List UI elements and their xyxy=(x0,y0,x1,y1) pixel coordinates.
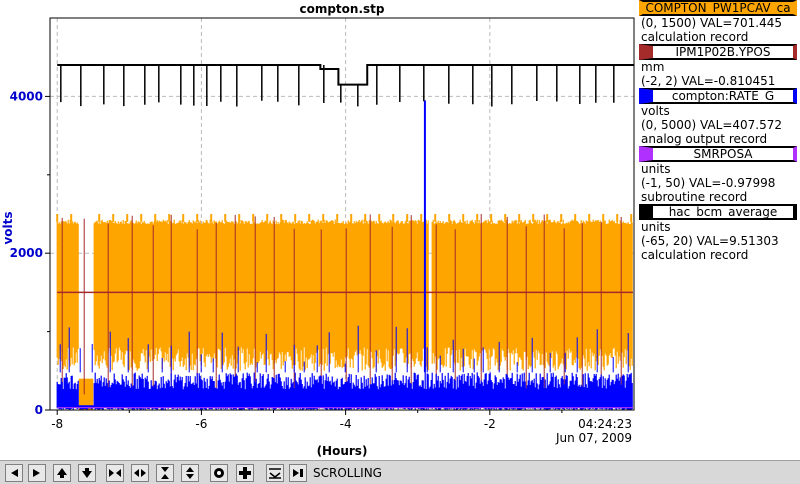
series-spikes xyxy=(59,325,629,373)
y-tick-label: 4000 xyxy=(10,89,43,103)
plot-frame xyxy=(49,17,635,411)
series-layer xyxy=(56,64,634,410)
legend-series-name: IPM1P02B.YPOS xyxy=(639,44,797,60)
series-dropouts xyxy=(60,65,615,107)
record-button[interactable] xyxy=(210,464,228,482)
x-tick-label: -6 xyxy=(195,417,207,431)
legend-series-name: hac_bcm_average xyxy=(639,204,797,220)
arrow-left-button[interactable] xyxy=(5,464,23,482)
autoscale-icon xyxy=(269,468,281,479)
x-tick-label: -8 xyxy=(51,417,63,431)
legend-info-line: (-2, 2) VAL=-0.810451 xyxy=(641,74,776,88)
zoom-out-vertical-button[interactable] xyxy=(181,464,199,482)
series-line xyxy=(57,64,634,86)
legend-item[interactable]: SMRPOSA units (-1, 50) VAL=-0.97998 subrout… xyxy=(638,146,800,204)
autoscale-button[interactable] xyxy=(266,464,284,482)
arrow-up-button[interactable] xyxy=(53,464,71,482)
zoom-out-horizontal-icon xyxy=(134,469,146,477)
legend-series-name: COMPTON_PW1PCAV_ca xyxy=(639,0,797,16)
x-axis-label: (Hours) xyxy=(317,444,368,458)
legend-info-line: units xyxy=(641,162,671,176)
legend-info-line: subroutine record xyxy=(641,190,748,204)
legend-item[interactable]: compton:RATE_G volts (0, 5000) VAL=407.572… xyxy=(638,88,800,146)
legend-info-line: (-65, 20) VAL=9.51303 xyxy=(641,234,779,248)
strip-chart[interactable]: compton.stp -8 -6 -4 -2 0 2000 4000 volts (Hou… xyxy=(0,0,636,460)
legend-item[interactable]: IPM1P02B.YPOS mm (-2, 2) VAL=-0.810451 xyxy=(638,44,800,88)
series-hac-bcm-average xyxy=(57,64,634,107)
zoom-in-vertical-icon xyxy=(161,467,169,479)
zoom-out-vertical-icon xyxy=(186,467,194,479)
legend-item[interactable]: COMPTON_PW1PCAV_ca (0, 1500) VAL=701.445 c… xyxy=(638,0,800,44)
legend-info-line: volts xyxy=(641,104,670,118)
series-spikes xyxy=(61,214,622,395)
toolbar: SCROLLING xyxy=(0,460,800,484)
legend: COMPTON_PW1PCAV_ca (0, 1500) VAL=701.445 c… xyxy=(638,0,800,460)
series-band xyxy=(56,219,633,371)
legend-series-name: SMRPOSA xyxy=(639,146,797,162)
y-tick-label: 2000 xyxy=(10,246,43,260)
add-button[interactable] xyxy=(236,464,254,482)
legend-info-line: calculation record xyxy=(641,30,749,44)
series-spikes xyxy=(56,214,633,222)
legend-info-line: (0, 1500) VAL=701.445 xyxy=(641,16,782,30)
arrow-down-button[interactable] xyxy=(78,464,96,482)
arrow-right-button[interactable] xyxy=(28,464,46,482)
x-tick-label: -2 xyxy=(484,417,496,431)
arrow-right-icon xyxy=(33,469,40,477)
chart-title: compton.stp xyxy=(299,2,384,16)
scroll-to-end-icon xyxy=(293,469,303,477)
legend-info-line: (0, 5000) VAL=407.572 xyxy=(641,118,782,132)
legend-info-line: analog output record xyxy=(641,132,768,146)
legend-item[interactable]: hac_bcm_average units (-65, 20) VAL=9.5130… xyxy=(638,204,800,262)
arrow-down-icon xyxy=(82,468,92,478)
series-compton-rate-g xyxy=(56,100,633,410)
zoom-in-horizontal-button[interactable] xyxy=(106,464,124,482)
x-tick-label: -4 xyxy=(340,417,352,431)
arrow-left-icon xyxy=(11,469,18,477)
legend-info-line: calculation record xyxy=(641,248,749,262)
legend-series-name: compton:RATE_G xyxy=(639,88,797,104)
series-low-segment xyxy=(78,378,94,410)
legend-info-line: mm xyxy=(641,60,665,74)
y-tick-label: 0 xyxy=(35,403,43,417)
scroll-to-end-button[interactable] xyxy=(289,464,307,482)
scrolling-status: SCROLLING xyxy=(313,466,382,480)
end-date-label: Jun 07, 2009 xyxy=(555,431,632,445)
series-ipm1p02b-ypos xyxy=(57,214,633,395)
zoom-out-horizontal-button[interactable] xyxy=(131,464,149,482)
series-band xyxy=(56,372,633,410)
arrow-up-icon xyxy=(57,468,67,478)
legend-info-line: (-1, 50) VAL=-0.97998 xyxy=(641,176,776,190)
zoom-in-horizontal-icon xyxy=(109,469,121,477)
end-time-label: 04:24:23 xyxy=(578,417,632,431)
record-icon xyxy=(214,468,224,478)
legend-info-line: units xyxy=(641,220,671,234)
zoom-in-vertical-button[interactable] xyxy=(156,464,174,482)
y-axis-label: volts xyxy=(1,211,15,244)
add-icon xyxy=(239,467,251,479)
